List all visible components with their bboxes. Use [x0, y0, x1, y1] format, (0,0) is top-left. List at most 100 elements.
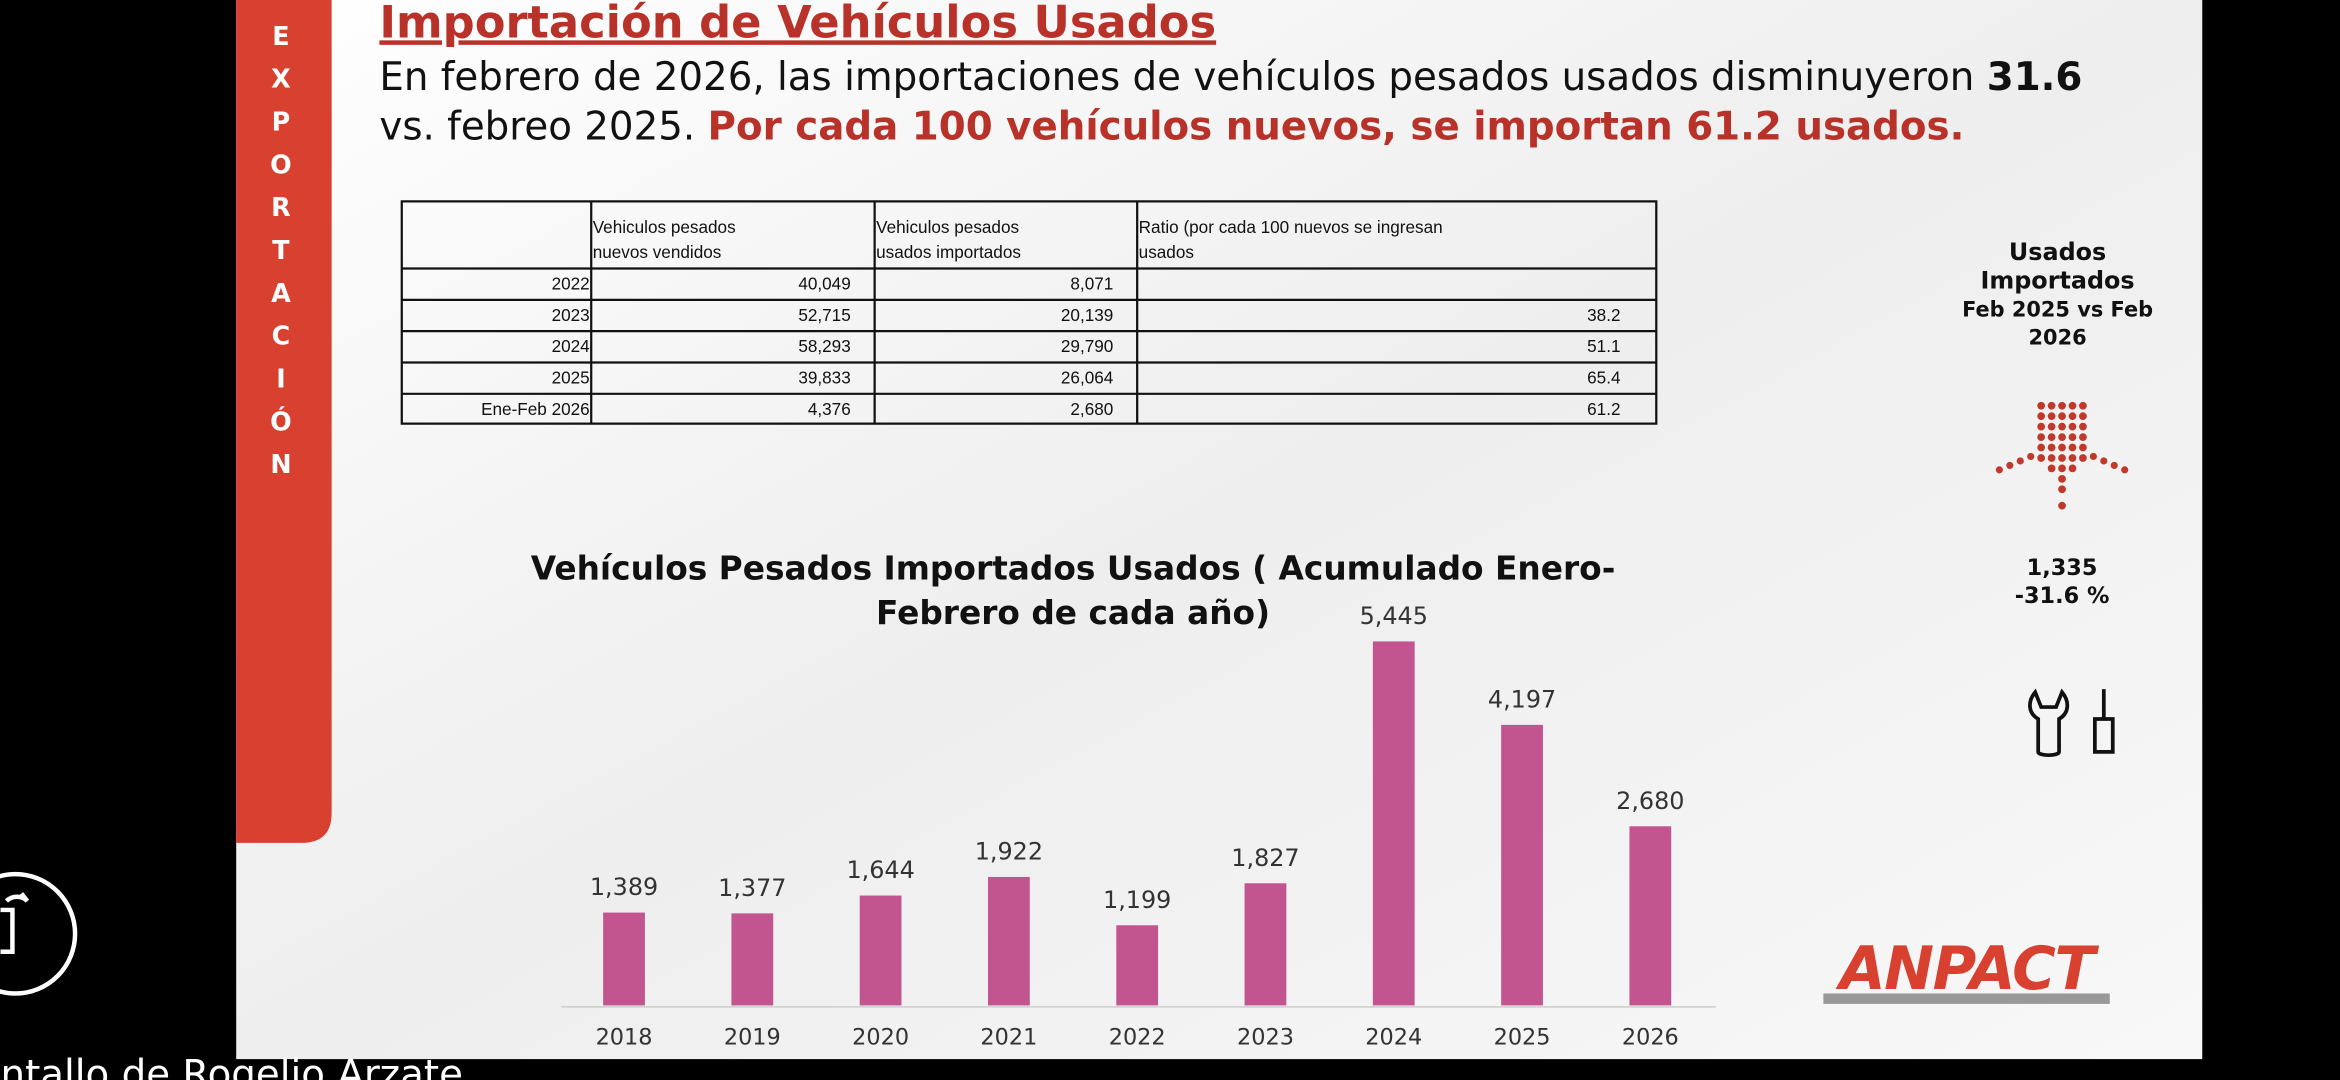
table-header: Ratio (por cada 100 nuevos se ingresan — [1139, 217, 1443, 237]
arrow-dot — [2079, 412, 2087, 421]
arrow-dot — [2047, 454, 2056, 462]
row-label: 2024 — [552, 336, 591, 356]
arrow-dot — [2068, 422, 2077, 431]
arrow-dot — [2058, 412, 2066, 421]
arrow-dot — [2037, 443, 2046, 452]
data-label: 2,680 — [1616, 787, 1684, 815]
arrow-dot — [2047, 433, 2056, 441]
table-cell: 39,833 — [798, 367, 850, 387]
bar — [1501, 724, 1543, 1006]
slide — [236, 0, 2203, 1060]
table-header: Vehiculos pesados — [876, 217, 1019, 237]
arrow-dot — [2058, 433, 2066, 441]
data-label: 1,922 — [975, 838, 1043, 866]
data-label: 1,199 — [1103, 886, 1171, 914]
table-cell: 4,376 — [808, 399, 851, 419]
table-header: Vehiculos pesados — [593, 217, 736, 237]
arrow-dot — [2068, 464, 2077, 473]
intro-highlight: Por cada 100 vehículos nuevos, se import… — [708, 104, 1965, 149]
arrow-dot — [2079, 433, 2087, 441]
bar — [1629, 826, 1672, 1006]
x-tick-label: 2024 — [1365, 1025, 1422, 1051]
table-cell: 29,790 — [1061, 336, 1113, 356]
down-arrow-icon — [1995, 401, 2129, 510]
arrow-dot — [2047, 401, 2056, 410]
arrow-dot — [2079, 422, 2087, 431]
table-cell: 61.2 — [1587, 399, 1620, 419]
row-label: 2022 — [552, 273, 590, 293]
arrow-dot — [2058, 501, 2066, 510]
arrow-dot — [2079, 454, 2087, 462]
panel-heading: Importados — [1980, 266, 2134, 294]
rotate-button[interactable] — [0, 871, 78, 996]
arrow-dot — [2121, 466, 2129, 474]
panel-heading: Usados — [2009, 238, 2106, 266]
table-cell: 52,715 — [798, 305, 850, 325]
bar — [731, 913, 774, 1006]
table-cell: 8,071 — [1070, 273, 1113, 293]
bar — [988, 876, 1030, 1006]
intro-text: En febrero de 2026, las importaciones de… — [379, 55, 1974, 100]
bar — [603, 912, 645, 1006]
arrow-dot — [2079, 443, 2087, 452]
table-cell: 65.4 — [1587, 367, 1621, 387]
arrow-dot — [2037, 433, 2046, 441]
arrow-dot — [2079, 401, 2087, 410]
arrow-dot — [1995, 466, 2003, 474]
arrow-dot — [2047, 443, 2056, 452]
arrow-dot — [2047, 412, 2056, 421]
table-cell: 51.1 — [1587, 336, 1620, 356]
slide-title: Importación de Vehículos Usados — [379, 0, 1216, 48]
x-tick-label: 2019 — [724, 1025, 781, 1051]
row-label: 2023 — [552, 305, 590, 325]
arrow-dot — [2089, 452, 2097, 461]
arrow-dot — [2058, 422, 2066, 431]
table-cell: 58,293 — [798, 336, 850, 356]
data-label: 1,644 — [846, 856, 914, 884]
arrow-dot — [2058, 443, 2066, 452]
table-header: usados importados — [876, 242, 1021, 262]
caption: ntallo de Rogelio Arzate — [0, 1053, 462, 1080]
arrow-dot — [2068, 454, 2077, 462]
arrow-dot — [2058, 401, 2066, 410]
row-label: Ene-Feb 2026 — [481, 399, 590, 419]
chart-title: Vehículos Pesados Importados Usados ( Ac… — [531, 549, 1616, 587]
panel-heading: Feb 2025 vs Feb — [1962, 297, 2153, 321]
panel-heading: 2026 — [2029, 326, 2087, 350]
table-cell: 38.2 — [1587, 305, 1620, 325]
bar — [1244, 883, 1287, 1006]
intro-text: vs. febreo 2025. — [379, 104, 695, 149]
arrow-dot — [2006, 461, 2014, 469]
arrow-dot — [2037, 401, 2046, 410]
x-tick-label: 2018 — [596, 1025, 653, 1051]
arrow-dot — [2068, 443, 2077, 452]
arrow-dot — [2100, 457, 2108, 465]
side-panel: Usados Importados Feb 2025 vs Feb 2026 1… — [1962, 238, 2153, 609]
logo-bar — [1823, 993, 2110, 1004]
table-cell: 2,680 — [1070, 399, 1113, 419]
arrow-dot — [2068, 412, 2077, 421]
row-label: 2025 — [552, 367, 590, 387]
arrow-dot — [2058, 454, 2066, 462]
logo: ANPACT — [1835, 935, 2099, 1004]
x-tick-label: 2022 — [1109, 1025, 1166, 1051]
x-tick-label: 2020 — [852, 1025, 909, 1051]
sidebar-label: EXPORTACIÓN — [266, 21, 296, 492]
data-label: 1,377 — [718, 874, 786, 902]
table-header: usados — [1139, 242, 1194, 262]
table-header: nuevos vendidos — [593, 242, 722, 262]
arrow-dot — [2027, 452, 2035, 461]
arrow-dot — [2037, 454, 2046, 462]
intro-number: 31.6 — [1987, 55, 2083, 100]
table-cell: 40,049 — [798, 273, 850, 293]
arrow-dot — [2068, 401, 2077, 410]
tools-icon — [2028, 688, 2115, 758]
arrow-dot — [2058, 464, 2066, 473]
panel-value: 1,335 — [2027, 555, 2098, 581]
data-label: 1,827 — [1231, 844, 1299, 872]
arrow-dot — [2068, 433, 2077, 441]
arrow-dot — [2047, 422, 2056, 431]
intro-line: En febrero de 2026, las importaciones de… — [379, 55, 2082, 100]
x-tick-label: 2023 — [1237, 1025, 1294, 1051]
